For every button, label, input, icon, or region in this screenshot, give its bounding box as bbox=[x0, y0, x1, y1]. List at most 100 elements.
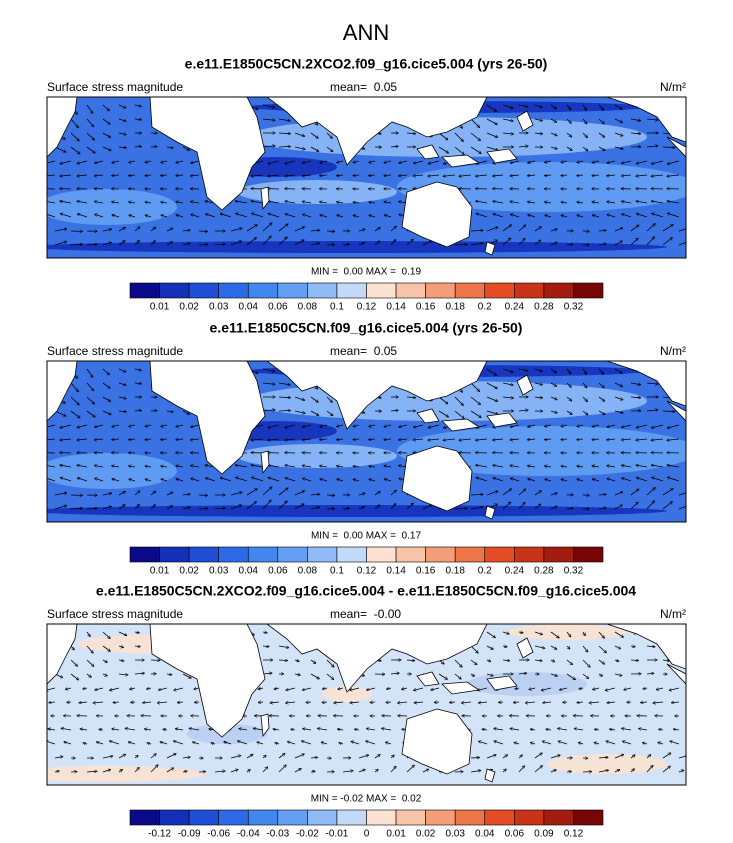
wind-arrow bbox=[64, 742, 72, 745]
wind-arrow bbox=[636, 465, 648, 468]
wind-arrow bbox=[510, 175, 520, 176]
wind-arrow bbox=[454, 396, 463, 405]
wind-arrow bbox=[214, 771, 225, 772]
wind-arrow bbox=[646, 119, 658, 120]
wind-arrow bbox=[534, 119, 542, 121]
wind-arrow bbox=[262, 646, 269, 647]
wind-arrow bbox=[54, 771, 59, 772]
colorbar-label: -0.01 bbox=[326, 829, 349, 840]
wind-arrow bbox=[86, 771, 97, 772]
wind-arrow bbox=[291, 729, 296, 730]
wind-arrow bbox=[320, 439, 328, 440]
colorbar-box bbox=[514, 809, 545, 826]
wind-arrow bbox=[320, 175, 328, 176]
wind-arrow bbox=[166, 506, 172, 510]
wind-arrow bbox=[566, 244, 573, 245]
wind-arrow bbox=[353, 215, 360, 217]
wind-arrow bbox=[406, 765, 414, 773]
wind-arrow bbox=[70, 673, 79, 680]
colorbar-label: 0.04 bbox=[239, 302, 259, 313]
units-label: N/m² bbox=[660, 80, 686, 94]
wind-arrow bbox=[598, 146, 605, 151]
wind-arrow bbox=[257, 742, 264, 744]
wind-arrow bbox=[470, 118, 480, 127]
wind-arrow bbox=[607, 202, 616, 203]
wind-arrow bbox=[230, 492, 242, 496]
wind-arrow bbox=[614, 645, 621, 649]
wind-arrow bbox=[161, 439, 168, 440]
wind-arrow bbox=[54, 493, 67, 496]
colorbar-box bbox=[454, 809, 486, 826]
colorbar-label: -0.03 bbox=[266, 829, 289, 840]
wind-arrow bbox=[577, 215, 584, 217]
wind-arrow bbox=[550, 242, 557, 246]
wind-arrow bbox=[528, 479, 536, 482]
wind-arrow bbox=[414, 702, 424, 703]
wind-arrow bbox=[514, 742, 520, 744]
wind-arrow bbox=[161, 215, 168, 217]
wind-arrow bbox=[134, 755, 138, 758]
wind-arrow bbox=[326, 659, 334, 667]
wind-arrow bbox=[83, 688, 88, 689]
wind-arrow bbox=[270, 702, 280, 703]
wind-arrow bbox=[502, 238, 511, 246]
colorbar-box bbox=[129, 282, 160, 299]
wind-arrow bbox=[528, 215, 536, 218]
wind-arrow bbox=[470, 396, 480, 404]
wind-arrow bbox=[182, 410, 189, 414]
wind-arrow bbox=[239, 729, 248, 730]
wind-arrow bbox=[630, 502, 638, 510]
wind-arrow bbox=[592, 202, 600, 203]
wind-arrow bbox=[113, 702, 120, 703]
wind-arrow bbox=[47, 477, 56, 482]
wind-arrow bbox=[166, 768, 174, 773]
wind-arrow bbox=[253, 728, 264, 731]
wind-arrow bbox=[246, 754, 253, 759]
colorbar-box bbox=[336, 546, 367, 563]
wind-arrow bbox=[77, 424, 88, 427]
colorbar-box bbox=[129, 546, 160, 563]
wind-arrow bbox=[578, 743, 584, 744]
wind-arrow bbox=[326, 673, 334, 679]
wind-arrow bbox=[550, 755, 560, 759]
wind-arrow bbox=[476, 175, 488, 176]
wind-arrow bbox=[134, 119, 141, 120]
wind-arrow bbox=[173, 741, 184, 745]
wind-arrow bbox=[310, 230, 320, 231]
wind-arrow bbox=[326, 132, 332, 138]
wind-arrow bbox=[566, 396, 572, 401]
wind-arrow bbox=[614, 631, 623, 637]
wind-arrow bbox=[268, 478, 280, 482]
wind-arrow bbox=[268, 214, 280, 218]
wind-arrow bbox=[502, 104, 513, 108]
wind-arrow bbox=[286, 702, 296, 703]
wind-arrow bbox=[302, 687, 312, 690]
wind-arrow bbox=[258, 688, 264, 689]
wind-arrow bbox=[502, 397, 513, 398]
wind-arrow bbox=[252, 213, 264, 218]
wind-arrow bbox=[470, 382, 480, 391]
wind-arrow bbox=[191, 175, 200, 176]
wind-arrow bbox=[294, 146, 305, 149]
wind-arrow bbox=[77, 175, 88, 176]
wind-arrow bbox=[278, 237, 287, 246]
wind-arrow bbox=[220, 478, 232, 482]
panel-title: e.e11.E1850C5CN.2XCO2.f09_g16.cice5.004 … bbox=[185, 56, 548, 72]
wind-arrow bbox=[157, 702, 168, 703]
wind-arrow bbox=[534, 104, 542, 107]
wind-arrow bbox=[614, 104, 622, 109]
wind-arrow bbox=[191, 439, 200, 440]
wind-arrow bbox=[102, 118, 110, 124]
wind-arrow bbox=[558, 741, 568, 745]
wind-arrow bbox=[614, 660, 619, 661]
field-label: Surface stress magnitude bbox=[47, 607, 183, 621]
wind-arrow bbox=[636, 424, 648, 428]
colorbar-box bbox=[218, 809, 249, 826]
wind-arrow bbox=[511, 478, 520, 482]
wind-arrow bbox=[614, 410, 623, 413]
wind-arrow bbox=[191, 478, 200, 482]
wind-arrow bbox=[145, 439, 152, 440]
wind-arrow bbox=[128, 742, 136, 745]
wind-arrow bbox=[566, 104, 571, 110]
wind-arrow bbox=[166, 754, 176, 759]
